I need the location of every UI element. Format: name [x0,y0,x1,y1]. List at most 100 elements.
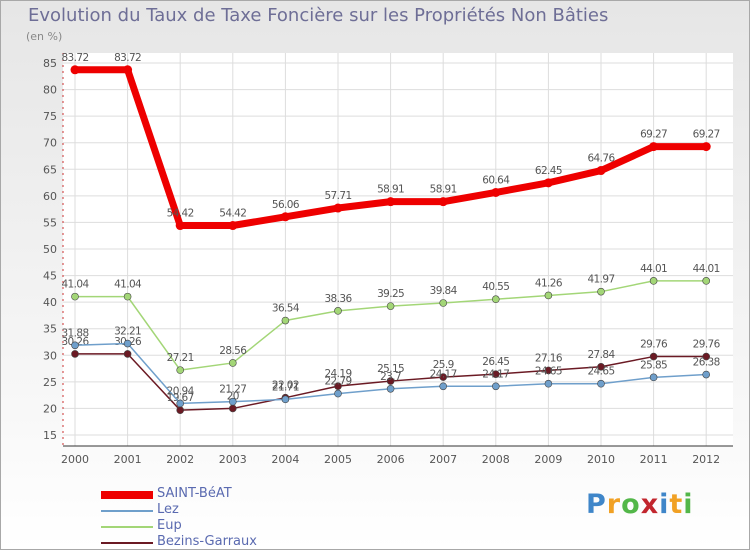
data-label: 54.42 [167,208,194,220]
data-label: 38.36 [324,293,352,305]
y-tick-label: 85 [43,57,57,70]
data-label: 28.56 [219,345,247,357]
x-tick-label: 2006 [377,453,405,466]
x-tick-label: 2010 [587,453,615,466]
data-label: 24.17 [482,368,509,380]
data-point [597,379,605,388]
data-point [281,316,290,325]
data-point [71,292,79,301]
data-label: 27.16 [535,352,563,364]
x-tick-label: 2009 [534,453,562,466]
x-tick-label: 2005 [324,453,352,466]
legend-label: Lez [157,502,179,517]
data-point [491,295,500,304]
data-point [229,404,237,413]
data-label: 44.01 [693,263,720,275]
logo-letter: r [606,489,622,520]
data-label: 41.26 [535,277,563,289]
data-point [702,370,711,379]
data-point [280,212,290,222]
data-point [176,406,184,414]
data-point [386,197,396,207]
data-point [334,382,342,390]
x-tick-label: 2004 [271,453,299,466]
data-point [334,307,342,315]
x-tick-label: 2011 [640,453,668,466]
data-point [333,203,343,213]
data-point [386,302,395,310]
data-point [544,379,553,388]
data-point [439,299,448,307]
data-label: 24.17 [430,368,457,380]
y-axis-unit: (en %) [26,30,63,43]
x-tick-label: 2012 [692,453,720,466]
y-tick-label: 45 [43,270,57,283]
data-point [491,187,501,197]
logo-letter: i [683,489,694,520]
data-point [649,277,658,285]
data-point [702,352,711,361]
x-tick-label: 2001 [114,453,142,466]
data-label: 41.04 [61,279,89,291]
data-label: 23.7 [380,371,401,383]
data-point [71,350,79,358]
x-tick-label: 2002 [166,453,194,466]
logo-letter: x [640,489,660,520]
data-point [596,166,606,176]
data-label: 54.42 [219,208,246,220]
data-label: 56.06 [272,199,300,211]
data-point [386,377,395,385]
data-point [649,373,658,382]
x-tick-label: 2003 [219,453,247,466]
data-label: 25.85 [640,359,667,371]
data-label: 25.9 [433,359,454,371]
data-label: 27.84 [587,349,615,361]
data-label: 57.71 [324,190,351,202]
data-point [491,370,500,378]
data-label: 69.27 [693,129,720,141]
y-tick-label: 75 [43,110,57,123]
data-label: 24.19 [324,368,351,380]
data-point [228,221,238,231]
data-point [386,384,395,393]
data-point [701,142,711,152]
y-tick-label: 50 [43,243,57,256]
data-point [544,291,553,300]
legend-item: SAINT-BéAT [101,486,331,503]
data-point [123,65,133,75]
data-label: 36.54 [272,303,300,315]
data-point [70,65,80,75]
data-point [597,362,605,371]
data-point [491,382,500,391]
data-label: 31.88 [61,327,88,339]
data-point [597,287,605,296]
data-label: 83.72 [61,52,88,64]
logo-letter: P [586,489,607,520]
data-point [334,389,342,398]
x-tick-label: 2007 [429,453,457,466]
data-point [649,142,659,152]
data-label: 29.76 [640,339,668,351]
data-point [176,366,184,374]
logo-letter: i [659,489,670,520]
x-tick-label: 2008 [482,453,510,466]
data-label: 39.84 [430,285,458,297]
y-tick-label: 35 [43,323,57,336]
legend-item: Eup [101,518,331,535]
data-label: 20.94 [167,385,195,397]
legend-item: Lez [101,502,331,519]
legend-label: Bezins-Garraux [157,534,257,549]
data-label: 83.72 [114,52,141,64]
data-point [123,350,132,358]
data-label: 39.25 [377,288,404,300]
data-label: 24.65 [535,366,562,378]
chart-legend: SAINT-BéAT Lez Eup Bezins-Garraux [101,486,331,551]
data-label: 69.27 [640,129,667,141]
data-point [175,221,185,231]
data-label: 40.55 [482,281,509,293]
data-label: 22.02 [272,380,299,392]
chart-title: Evolution du Taux de Taxe Foncière sur l… [28,5,609,26]
logo-letter: t [669,489,684,520]
